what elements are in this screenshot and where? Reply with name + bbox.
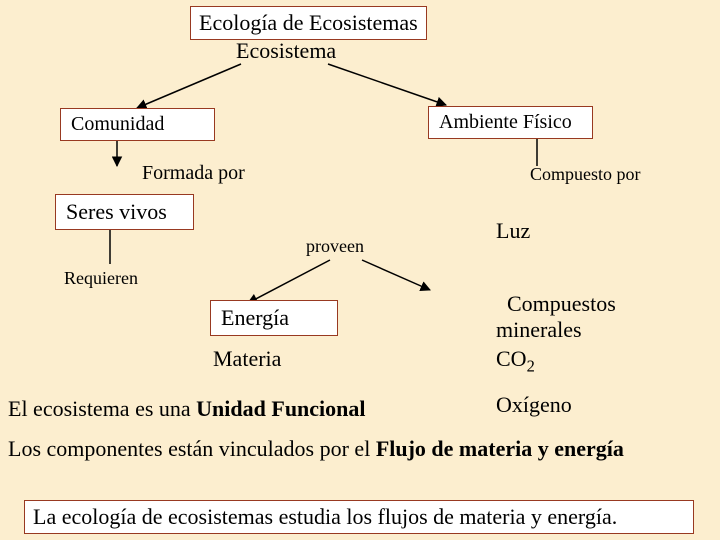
node-energia: Energía <box>210 300 338 336</box>
oxigeno-text: Oxígeno <box>496 392 572 417</box>
item-luz: Luz <box>496 218 530 244</box>
co2-base: CO <box>496 346 527 371</box>
item-oxigeno: Oxígeno <box>496 392 572 418</box>
requieren-text: Requieren <box>64 268 138 288</box>
item-compuestos-minerales: Compuestos minerales <box>496 266 616 342</box>
flujo-bold: Flujo de materia y energía <box>376 436 624 461</box>
label-formada-por: Formada por <box>142 162 245 185</box>
node-comunidad: Comunidad <box>60 108 215 141</box>
ecosistema-text: Ecosistema <box>236 38 336 63</box>
flujo-pre: Los componentes están vinculados por el <box>8 436 376 461</box>
label-proveen: proveen <box>306 236 364 257</box>
ambiente-text: Ambiente Físico <box>439 111 572 133</box>
compuesto-por-text: Compuesto por <box>530 164 641 184</box>
paragraph-unidad-funcional: El ecosistema es una Unidad Funcional <box>8 396 366 422</box>
luz-text: Luz <box>496 218 530 243</box>
node-seres-vivos: Seres vivos <box>55 194 194 230</box>
comunidad-text: Comunidad <box>71 113 164 135</box>
compuestos-minerales-text: Compuestos minerales <box>496 291 616 341</box>
co2-sub: 2 <box>527 356 535 375</box>
label-requieren: Requieren <box>64 268 138 289</box>
node-ambiente-fisico: Ambiente Físico <box>428 106 593 139</box>
paragraph-flujo: Los componentes están vinculados por el … <box>8 436 708 462</box>
conclusion-text: La ecología de ecosistemas estudia los f… <box>33 504 617 529</box>
uf-bold: Unidad Funcional <box>196 396 365 421</box>
item-co2: CO2 <box>496 346 535 376</box>
uf-pre: El ecosistema es una <box>8 396 196 421</box>
node-materia: Materia <box>213 346 281 372</box>
proveen-text: proveen <box>306 236 364 256</box>
seres-vivos-text: Seres vivos <box>66 199 167 224</box>
diagram-title: Ecología de Ecosistemas <box>190 6 427 40</box>
label-compuesto-por: Compuesto por <box>530 164 641 185</box>
energia-text: Energía <box>221 305 289 330</box>
paragraph-conclusion: La ecología de ecosistemas estudia los f… <box>24 500 694 534</box>
formada-por-text: Formada por <box>142 162 245 184</box>
materia-text: Materia <box>213 346 281 371</box>
node-ecosistema: Ecosistema <box>236 38 336 64</box>
title-text: Ecología de Ecosistemas <box>199 10 418 35</box>
